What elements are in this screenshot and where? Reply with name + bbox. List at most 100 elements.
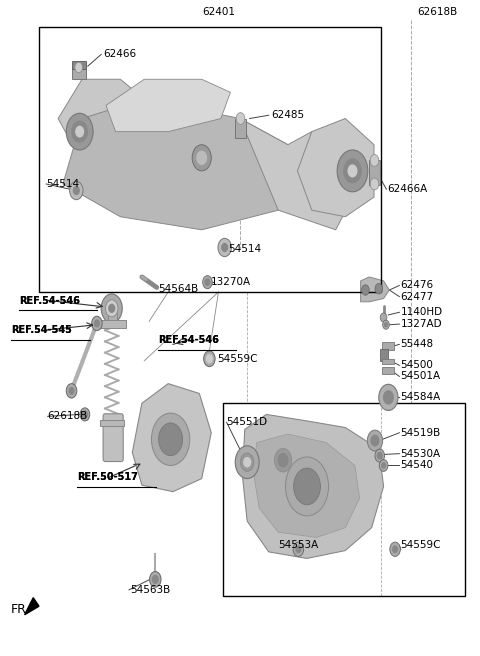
- Text: REF.54-546: REF.54-546: [157, 335, 218, 345]
- Bar: [100, 420, 124, 426]
- Text: REF.50-517: REF.50-517: [77, 472, 138, 482]
- Text: 54514: 54514: [46, 179, 79, 189]
- Text: 54553A: 54553A: [278, 541, 319, 550]
- Circle shape: [379, 460, 388, 472]
- Polygon shape: [298, 119, 374, 216]
- Circle shape: [384, 323, 387, 327]
- Circle shape: [296, 546, 301, 552]
- Text: 62485: 62485: [271, 110, 304, 120]
- Circle shape: [205, 279, 210, 285]
- Text: 62466: 62466: [104, 49, 137, 60]
- Circle shape: [192, 145, 211, 171]
- Polygon shape: [240, 119, 360, 230]
- Circle shape: [80, 408, 90, 421]
- Circle shape: [222, 243, 228, 251]
- Bar: [380, 349, 388, 361]
- Bar: [382, 342, 394, 350]
- Circle shape: [75, 62, 83, 73]
- Text: 54551D: 54551D: [227, 417, 268, 427]
- Circle shape: [153, 575, 158, 583]
- Circle shape: [73, 186, 79, 194]
- Text: 55448: 55448: [400, 339, 433, 350]
- Text: REF.54-546: REF.54-546: [19, 295, 80, 306]
- Circle shape: [382, 463, 385, 468]
- Text: 62476: 62476: [400, 281, 433, 291]
- Circle shape: [106, 300, 118, 317]
- Text: 62618B: 62618B: [48, 411, 88, 421]
- Circle shape: [95, 320, 99, 327]
- Text: 54514: 54514: [228, 245, 261, 255]
- Circle shape: [69, 388, 74, 394]
- Text: 62466A: 62466A: [387, 184, 428, 194]
- Circle shape: [393, 546, 397, 552]
- Circle shape: [294, 468, 321, 504]
- Text: REF.54-545: REF.54-545: [11, 325, 72, 335]
- Circle shape: [218, 238, 231, 256]
- Text: FR.: FR.: [11, 603, 31, 616]
- Circle shape: [203, 276, 212, 289]
- Text: 62401: 62401: [202, 7, 235, 17]
- Circle shape: [379, 384, 398, 411]
- Circle shape: [197, 152, 206, 165]
- Circle shape: [236, 113, 245, 125]
- Circle shape: [158, 423, 182, 456]
- Circle shape: [377, 453, 382, 459]
- Circle shape: [83, 411, 87, 418]
- Text: 62477: 62477: [400, 291, 433, 302]
- FancyBboxPatch shape: [103, 414, 123, 462]
- Polygon shape: [360, 277, 389, 302]
- Circle shape: [278, 454, 288, 467]
- Circle shape: [380, 313, 387, 322]
- Circle shape: [72, 121, 87, 142]
- Bar: [99, 320, 126, 328]
- Text: 54500: 54500: [400, 360, 433, 371]
- Text: 54501A: 54501A: [400, 371, 441, 381]
- Circle shape: [370, 178, 379, 190]
- Text: 54530A: 54530A: [400, 449, 441, 459]
- Polygon shape: [132, 384, 211, 491]
- Circle shape: [286, 457, 328, 516]
- Text: 54563B: 54563B: [130, 585, 170, 595]
- Circle shape: [370, 155, 379, 167]
- Text: 54559C: 54559C: [217, 354, 258, 365]
- Text: REF.50-517: REF.50-517: [77, 472, 138, 482]
- Polygon shape: [58, 79, 144, 158]
- Circle shape: [375, 449, 384, 462]
- Circle shape: [293, 542, 304, 556]
- Circle shape: [344, 159, 361, 182]
- Circle shape: [390, 542, 400, 556]
- Bar: [369, 161, 380, 185]
- Bar: [223, 403, 465, 596]
- Text: 1140HD: 1140HD: [400, 307, 443, 318]
- Bar: [72, 68, 86, 79]
- Circle shape: [371, 436, 379, 446]
- Circle shape: [76, 127, 84, 137]
- Text: 13270A: 13270A: [211, 277, 252, 287]
- Circle shape: [152, 413, 190, 466]
- Polygon shape: [242, 415, 384, 558]
- Bar: [382, 359, 394, 364]
- Circle shape: [66, 113, 93, 150]
- Circle shape: [66, 384, 77, 398]
- Text: 54564B: 54564B: [158, 284, 199, 294]
- Circle shape: [206, 355, 212, 363]
- Text: REF.54-546: REF.54-546: [157, 335, 218, 345]
- Circle shape: [101, 294, 122, 323]
- Polygon shape: [24, 598, 39, 615]
- Circle shape: [367, 430, 383, 451]
- Circle shape: [150, 571, 161, 587]
- Text: 54559C: 54559C: [400, 541, 441, 550]
- Circle shape: [375, 283, 383, 294]
- Text: 62618B: 62618B: [417, 7, 457, 17]
- Text: 1327AD: 1327AD: [400, 319, 442, 329]
- Circle shape: [361, 285, 369, 295]
- Text: REF.54-546: REF.54-546: [19, 295, 80, 306]
- Circle shape: [240, 453, 254, 472]
- Circle shape: [70, 181, 83, 199]
- Circle shape: [275, 449, 292, 472]
- Bar: [39, 27, 381, 292]
- Bar: [72, 61, 86, 69]
- Polygon shape: [106, 79, 230, 132]
- Text: 54519B: 54519B: [400, 428, 441, 438]
- Text: 54584A: 54584A: [400, 392, 441, 402]
